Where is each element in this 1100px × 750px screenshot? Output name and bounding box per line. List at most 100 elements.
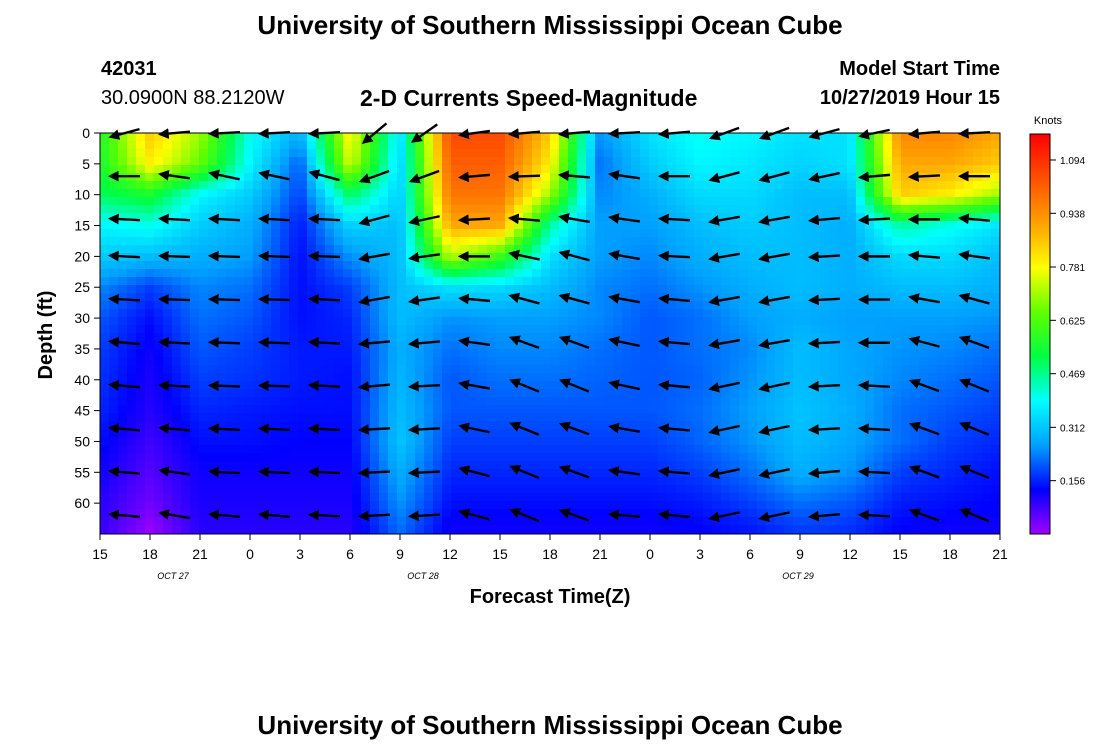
heatmap-cell xyxy=(613,277,623,286)
heatmap-cell xyxy=(604,141,614,150)
heatmap-cell xyxy=(271,213,281,222)
heatmap-cell xyxy=(640,197,650,206)
heatmap-cell xyxy=(532,501,542,510)
heatmap-cell xyxy=(757,157,767,166)
heatmap-cell xyxy=(352,221,362,230)
heatmap-cell xyxy=(928,133,938,142)
heatmap-cell xyxy=(739,525,749,534)
heatmap-cell xyxy=(937,141,947,150)
heatmap-cell xyxy=(550,173,560,182)
heatmap-cell xyxy=(244,341,254,350)
heatmap-cell xyxy=(361,189,371,198)
heatmap-cell xyxy=(703,181,713,190)
heatmap-cell xyxy=(838,325,848,334)
heatmap-cell xyxy=(280,141,290,150)
heatmap-cell xyxy=(325,277,335,286)
heatmap-cell xyxy=(631,261,641,270)
heatmap-cell xyxy=(280,333,290,342)
heatmap-cell xyxy=(712,269,722,278)
heatmap-cell xyxy=(253,517,263,526)
heatmap-cell xyxy=(136,301,146,310)
heatmap-cell xyxy=(226,213,236,222)
heatmap-cell xyxy=(136,229,146,238)
heatmap-cell xyxy=(703,341,713,350)
heatmap-cell xyxy=(163,333,173,342)
heatmap-cell xyxy=(514,485,524,494)
heatmap-cell xyxy=(982,421,992,430)
heatmap-cell xyxy=(631,501,641,510)
heatmap-cell xyxy=(685,365,695,374)
heatmap-cell xyxy=(199,325,209,334)
heatmap-cell xyxy=(811,325,821,334)
heatmap-cell xyxy=(433,309,443,318)
heatmap-cell xyxy=(532,477,542,486)
heatmap-cell xyxy=(199,253,209,262)
heatmap-cell xyxy=(271,453,281,462)
heatmap-cell xyxy=(802,413,812,422)
heatmap-cell xyxy=(253,469,263,478)
heatmap-cell xyxy=(703,173,713,182)
heatmap-cell xyxy=(721,437,731,446)
heatmap-cell xyxy=(397,397,407,406)
heatmap-cell xyxy=(874,317,884,326)
heatmap-cell xyxy=(721,261,731,270)
heatmap-cell xyxy=(208,485,218,494)
heatmap-cell xyxy=(892,221,902,230)
heatmap-cell xyxy=(127,349,137,358)
heatmap-cell xyxy=(847,205,857,214)
heatmap-cell xyxy=(820,213,830,222)
heatmap-cell xyxy=(586,477,596,486)
heatmap-cell xyxy=(406,525,416,534)
heatmap-cell xyxy=(622,501,632,510)
heatmap-cell xyxy=(442,389,452,398)
heatmap-cell xyxy=(937,477,947,486)
heatmap-cell xyxy=(280,133,290,142)
heatmap-cell xyxy=(208,165,218,174)
heatmap-cell xyxy=(370,485,380,494)
heatmap-cell xyxy=(595,437,605,446)
heatmap-cell xyxy=(937,485,947,494)
heatmap-cell xyxy=(802,165,812,174)
heatmap-cell xyxy=(109,501,119,510)
heatmap-cell xyxy=(802,149,812,158)
heatmap-cell xyxy=(388,509,398,518)
heatmap-cell xyxy=(451,357,461,366)
heatmap-cell xyxy=(496,157,506,166)
heatmap-cell xyxy=(919,141,929,150)
heatmap-cell xyxy=(370,501,380,510)
heatmap-cell xyxy=(586,293,596,302)
heatmap-cell xyxy=(496,269,506,278)
heatmap-cell xyxy=(199,365,209,374)
heatmap-cell xyxy=(820,485,830,494)
heatmap-cell xyxy=(208,397,218,406)
heatmap-cell xyxy=(433,205,443,214)
heatmap-cell xyxy=(622,413,632,422)
heatmap-cell xyxy=(775,357,785,366)
heatmap-cell xyxy=(397,149,407,158)
heatmap-cell xyxy=(874,229,884,238)
heatmap-cell xyxy=(469,373,479,382)
heatmap-cell xyxy=(757,197,767,206)
heatmap-cell xyxy=(460,525,470,534)
heatmap-cell xyxy=(856,477,866,486)
heatmap-cell xyxy=(928,453,938,462)
heatmap-cell xyxy=(784,189,794,198)
heatmap-cell xyxy=(343,301,353,310)
heatmap-cell xyxy=(739,133,749,142)
heatmap-cell xyxy=(406,397,416,406)
heatmap-cell xyxy=(739,501,749,510)
heatmap-cell xyxy=(289,237,299,246)
heatmap-cell xyxy=(451,453,461,462)
heatmap-cell xyxy=(487,157,497,166)
heatmap-cell xyxy=(361,437,371,446)
heatmap-cell xyxy=(109,477,119,486)
heatmap-cell xyxy=(289,325,299,334)
heatmap-cell xyxy=(595,517,605,526)
heatmap-cell xyxy=(289,389,299,398)
heatmap-cell xyxy=(343,357,353,366)
heatmap-cell xyxy=(595,397,605,406)
heatmap-cell xyxy=(550,269,560,278)
heatmap-cell xyxy=(244,413,254,422)
heatmap-cell xyxy=(415,485,425,494)
heatmap-cell xyxy=(928,397,938,406)
